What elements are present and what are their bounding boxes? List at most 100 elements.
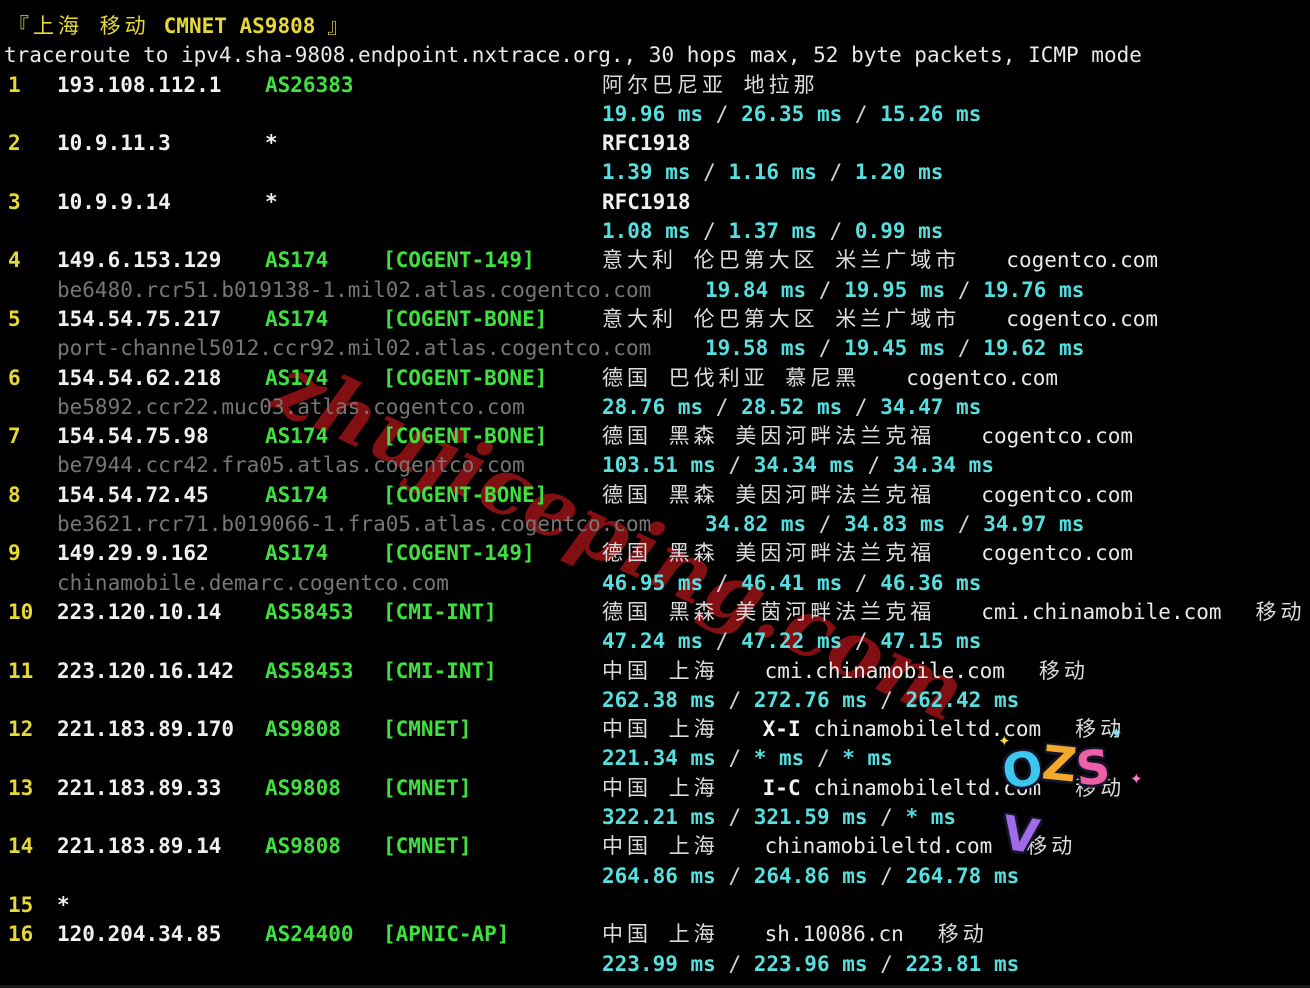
hop-as-tag: [CMNET] (383, 775, 472, 800)
rtt-value: 34.82 ms (705, 512, 807, 537)
hop-row: 6 154.54.62.218 AS174 [COGENT-BONE] 德国 巴伐利亚 … (0, 364, 1310, 393)
rtt-value: 34.34 ms (892, 453, 994, 478)
geo-location: 中国 上海 (602, 775, 719, 800)
hop-geo: 德国 黑森 美因河畔法兰克福 cogentco.com (602, 539, 1133, 568)
hop-number: 1 (8, 72, 21, 97)
hop-geo: 阿尔巴尼亚 地拉那 (602, 71, 819, 100)
hop-row: 10 223.120.10.14 AS58453 [CMI-INT] 德国 黑森 美茵河… (0, 598, 1310, 627)
hop-row-detail: port-channel5012.ccr92.mil02.atlas.cogen… (0, 334, 1310, 363)
rtt-value: 272.76 ms (753, 687, 868, 712)
hop-row-detail: 262.38 ms / 272.76 ms / 262.42 ms (0, 686, 1310, 715)
geo-location: 中国 上海 (602, 658, 719, 683)
hop-row: 15 * (0, 891, 1310, 920)
hop-row: 12 221.183.89.170 AS9808 [CMNET] 中国 上海 X-I chi… (0, 715, 1310, 744)
geo-carrier: 移动 (1038, 658, 1089, 683)
geo-domain: chinamobileltd.com (813, 717, 1042, 742)
hop-row: 9 149.29.9.162 AS174 [COGENT-149] 德国 黑森 美因河畔… (0, 539, 1310, 568)
rtt-separator: / (715, 453, 754, 478)
rtt-separator: / (854, 453, 893, 478)
rtt-value: 19.95 ms (844, 277, 946, 302)
hop-rtt: 262.38 ms / 272.76 ms / 262.42 ms (602, 686, 1019, 715)
hop-hostname: chinamobile.demarc.cogentco.com (57, 570, 449, 595)
hop-geo: 意大利 伦巴第大区 米兰广域市 cogentco.com (602, 305, 1158, 334)
rtt-value: 34.34 ms (753, 453, 855, 478)
hop-ip: 154.54.75.98 (57, 424, 209, 449)
traceroute-command-line: traceroute to ipv4.sha-9808.endpoint.nxt… (0, 41, 1310, 70)
hop-geo: 意大利 伦巴第大区 米兰广域市 cogentco.com (602, 246, 1158, 275)
hop-number: 16 (8, 922, 34, 947)
hop-ip: 221.183.89.14 (57, 834, 222, 859)
geo-location: 中国 上海 (602, 834, 719, 859)
title-bracket-open: 『 (8, 14, 33, 38)
hop-as-tag: [COGENT-BONE] (383, 424, 548, 449)
rtt-value: * ms (753, 746, 805, 771)
hop-asn: AS174 (265, 424, 329, 449)
rtt-value: 1.20 ms (854, 160, 944, 185)
rtt-separator: / (842, 629, 881, 654)
hop-asn: AS26383 (265, 72, 354, 97)
geo-prefix: X-I (762, 717, 801, 742)
hop-number: 3 (8, 189, 21, 214)
hop-ip: * (57, 892, 70, 917)
rtt-value: 19.96 ms (602, 101, 704, 126)
geo-carrier: 移动 (1255, 599, 1306, 624)
hop-asn: AS58453 (265, 658, 354, 683)
hop-row-detail: 221.34 ms / * ms / * ms (0, 744, 1310, 773)
rtt-value: 0.99 ms (854, 219, 944, 244)
rtt-value: 321.59 ms (753, 805, 868, 830)
hop-as-tag: [CMNET] (383, 717, 472, 742)
rtt-separator: / (690, 160, 729, 185)
rtt-separator: / (806, 336, 845, 361)
hop-rtt: 19.96 ms / 26.35 ms / 15.26 ms (602, 100, 981, 129)
hop-rtt: 264.86 ms / 264.86 ms / 264.78 ms (602, 862, 1019, 891)
rtt-separator: / (703, 101, 742, 126)
geo-domain: sh.10086.cn (764, 922, 904, 947)
geo-domain: chinamobileltd.com (764, 834, 993, 859)
geo-domain: cogentco.com (1006, 248, 1159, 273)
hop-hostname: be5892.ccr22.muc03.atlas.cogentco.com (57, 394, 525, 419)
rtt-separator: / (715, 863, 754, 888)
rtt-value: 46.36 ms (880, 570, 982, 595)
hop-ip: 149.6.153.129 (57, 248, 222, 273)
rtt-value: 221.34 ms (602, 746, 716, 771)
title-location: 上海 移动 (33, 14, 150, 38)
geo-domain: cogentco.com (906, 365, 1059, 390)
rtt-separator: / (867, 951, 906, 976)
hop-row: 7 154.54.75.98 AS174 [COGENT-BONE] 德国 黑森 美因河… (0, 422, 1310, 451)
rfc-label: RFC1918 (602, 189, 691, 214)
hop-geo: 中国 上海 X-I chinamobileltd.com 移动 (602, 715, 1125, 744)
rtt-separator: / (842, 570, 881, 595)
rtt-value: 34.97 ms (983, 512, 1085, 537)
rtt-value: 1.08 ms (602, 219, 691, 244)
hop-row: 14 221.183.89.14 AS9808 [CMNET] 中国 上海 chinamo… (0, 832, 1310, 861)
hop-ip: 154.54.62.218 (57, 365, 222, 390)
hop-asn: AS174 (265, 248, 329, 273)
hop-row-detail: be5892.ccr22.muc03.atlas.cogentco.com 28.… (0, 393, 1310, 422)
hop-asn: AS174 (265, 306, 329, 331)
hop-row-detail: 264.86 ms / 264.86 ms / 264.78 ms (0, 862, 1310, 891)
geo-domain: cogentco.com (981, 424, 1134, 449)
hop-geo: 中国 上海 I-C chinamobileltd.com 移动 (602, 774, 1125, 803)
hop-number: 5 (8, 306, 21, 331)
hop-as-tag: [APNIC-AP] (383, 922, 510, 947)
hop-number: 10 (8, 599, 34, 624)
rtt-separator: / (703, 394, 742, 419)
hop-row-detail: 19.96 ms / 26.35 ms / 15.26 ms (0, 100, 1310, 129)
hop-as-tag: [COGENT-BONE] (383, 482, 548, 507)
rtt-value: 1.39 ms (602, 160, 691, 185)
hop-number: 6 (8, 365, 21, 390)
title-asn: CMNET AS9808 (163, 14, 316, 38)
rtt-value: 103.51 ms (602, 453, 716, 478)
hop-rtt: 103.51 ms / 34.34 ms / 34.34 ms (602, 451, 994, 480)
geo-domain: cogentco.com (981, 482, 1134, 507)
hop-as-tag: [CMI-INT] (383, 658, 497, 683)
geo-location: 意大利 伦巴第大区 米兰广域市 (602, 248, 961, 273)
rtt-separator: / (867, 863, 906, 888)
rtt-value: 264.86 ms (602, 863, 716, 888)
hop-row-detail: be3621.rcr71.b019066-1.fra05.atlas.cogen… (0, 510, 1310, 539)
rtt-value: 223.96 ms (753, 951, 868, 976)
rtt-separator: / (715, 687, 754, 712)
rtt-value: 26.35 ms (741, 101, 843, 126)
geo-carrier: 移动 (1026, 834, 1077, 859)
